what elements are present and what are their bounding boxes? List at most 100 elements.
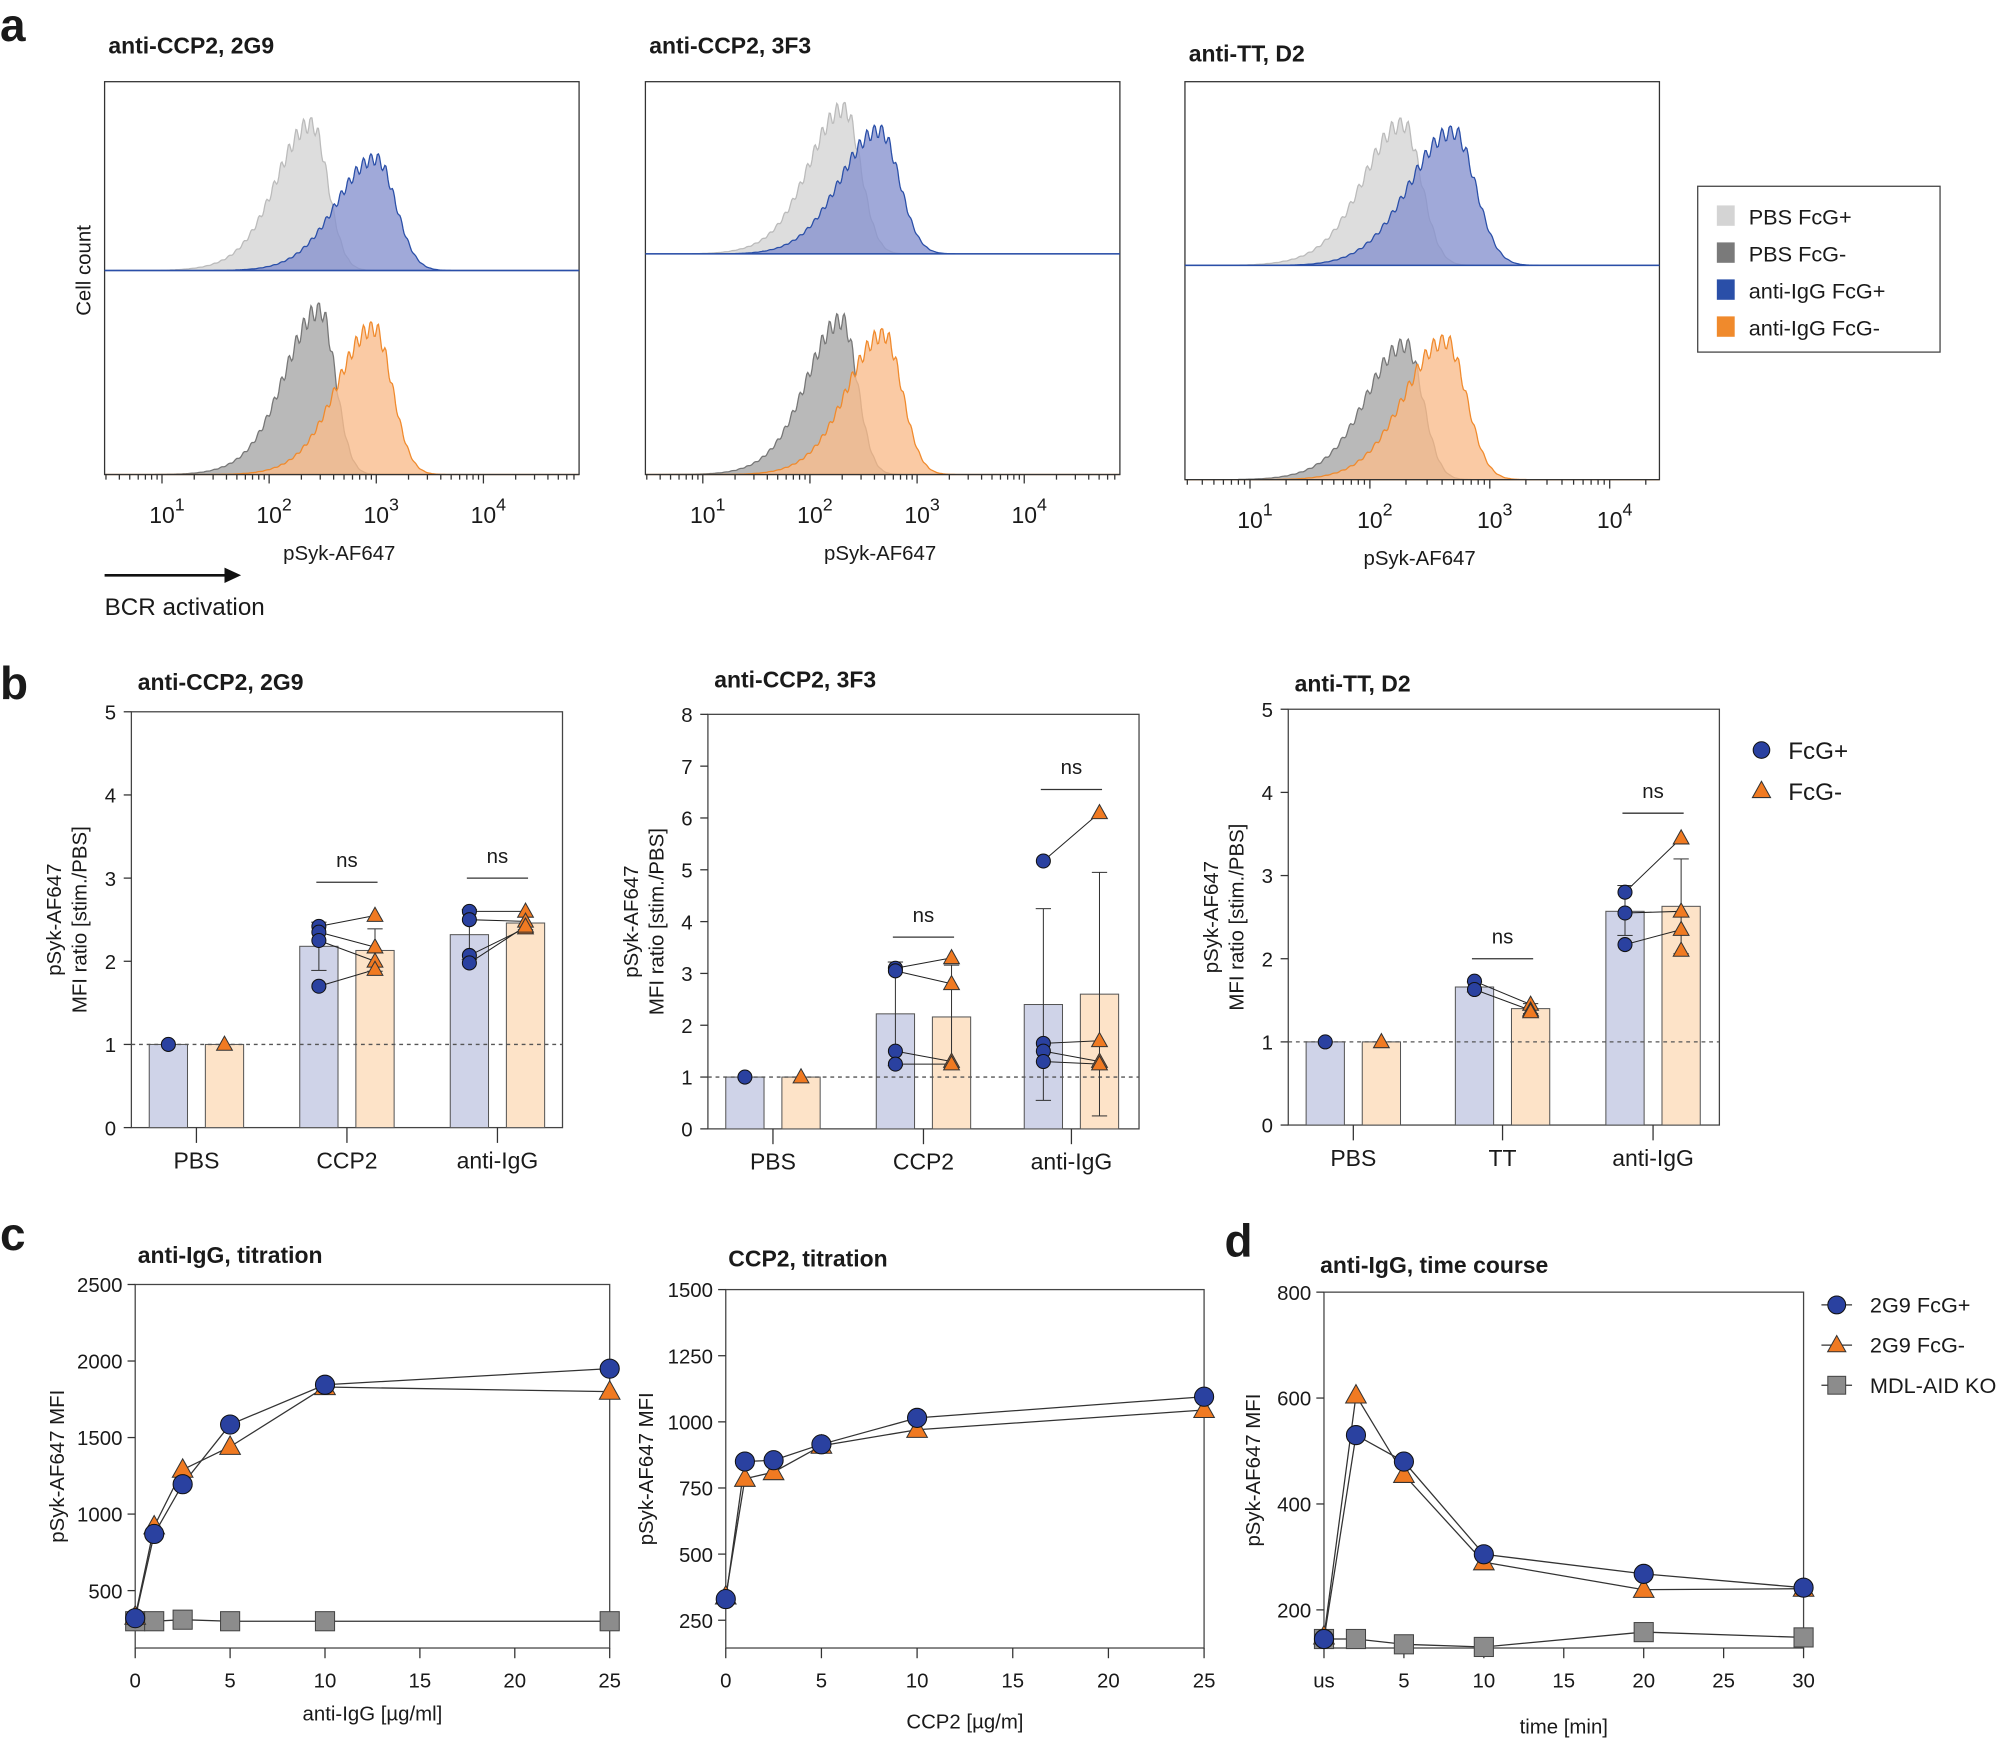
pair-line — [1043, 1050, 1100, 1063]
marker-square — [1345, 1628, 1367, 1650]
x-tick-label: 5 — [1398, 1671, 1409, 1693]
y-tick-label: 1500 — [77, 1428, 122, 1450]
y-tick-label: 4 — [105, 786, 116, 808]
bar-chart-title: anti-TT, D2 — [1295, 670, 1411, 696]
pair-line — [469, 925, 526, 964]
y-tick-label: 400 — [1277, 1495, 1311, 1517]
legend-label: PBS FcG- — [1749, 242, 1847, 267]
x-tick-label: 10 — [314, 1671, 337, 1693]
x-tick-label: 15 — [1552, 1671, 1575, 1693]
x-tick-label: us — [1313, 1671, 1335, 1693]
x-tick-label: anti-IgG — [1612, 1145, 1694, 1171]
y-tick-label: 500 — [88, 1581, 122, 1603]
x-tick-label: 15 — [409, 1671, 432, 1693]
pair-line — [1043, 1061, 1100, 1065]
legend-label: 2G9 FcG- — [1870, 1333, 1965, 1358]
marker-triangle — [942, 974, 961, 991]
x-axis-label: pSyk-AF647 — [283, 543, 395, 565]
y-tick-label: 3 — [105, 869, 116, 891]
y-tick-label: 800 — [1277, 1283, 1311, 1305]
y-tick-label: 1000 — [668, 1413, 713, 1435]
histogram-anti-igg-fcg-pos — [645, 124, 1120, 255]
legend-frame — [1697, 185, 1941, 353]
marker-triangle — [1672, 901, 1690, 918]
marker-circle — [1466, 981, 1483, 998]
x-tick-label: anti-IgG — [1031, 1149, 1113, 1175]
marker-triangle — [1672, 920, 1690, 936]
x-tick-label: CCP2 — [893, 1149, 954, 1175]
cell-count-label: Cell count — [74, 225, 96, 316]
bar-fcgneg — [1361, 1041, 1402, 1126]
marker-triangle — [598, 1379, 621, 1400]
marker-triangle — [733, 1466, 757, 1487]
marker-triangle — [942, 1054, 961, 1071]
bar-fcgneg — [781, 1076, 821, 1130]
marker-triangle — [905, 1417, 929, 1438]
tick-label: 103 — [1477, 499, 1513, 533]
marker-square — [1473, 1636, 1494, 1658]
marker-triangle — [942, 948, 961, 965]
marker-circle — [125, 1608, 146, 1629]
bar-fcgpos — [725, 1076, 765, 1130]
marker-circle — [1793, 1577, 1814, 1598]
y-tick-label: 2500 — [77, 1275, 122, 1297]
tick-label: 104 — [1011, 494, 1047, 528]
marker-circle — [907, 1407, 928, 1428]
y-tick-label: 4 — [681, 912, 692, 934]
x-tick-label: anti-IgG — [457, 1147, 539, 1173]
y-axis-label: pSyk-AF647 MFI — [636, 1392, 658, 1545]
y-axis-label-line1: pSyk-AF647 — [1201, 861, 1223, 973]
y-tick-label: 600 — [1277, 1389, 1311, 1411]
histogram-legend: PBS FcG+ PBS FcG-anti-IgG FcG+ anti-IgG Fc… — [1697, 185, 1941, 353]
panel-letter-c: c — [0, 1208, 26, 1260]
x-tick-label: TT — [1489, 1145, 1517, 1171]
plot-frame — [130, 711, 564, 1129]
marker-square — [1393, 1634, 1414, 1655]
bar-fcgpos — [1305, 1041, 1345, 1126]
marker-square — [144, 1611, 165, 1632]
y-tick-label: 1500 — [668, 1280, 713, 1302]
marker-triangle — [366, 906, 384, 922]
x-axis-label: CCP2 [µg/m] — [906, 1711, 1023, 1733]
histogram-anti-igg-fcg-neg — [104, 320, 580, 476]
y-axis-label-line2: MFI ratio [stim./PBS] — [70, 826, 92, 1013]
marker-circle — [1617, 884, 1633, 900]
x-tick-label: 10 — [906, 1671, 929, 1693]
marker-circle — [1035, 853, 1051, 869]
marker-circle — [172, 1474, 193, 1495]
y-tick-label: 200 — [1277, 1601, 1311, 1623]
marker-triangle — [215, 1035, 234, 1051]
x-tick-label: 30 — [1792, 1671, 1815, 1693]
plot-frame — [1323, 1291, 1805, 1649]
significance-label: ns — [487, 846, 509, 868]
y-tick-label: 4 — [1262, 783, 1273, 805]
tick-label: 104 — [1597, 499, 1633, 533]
marker-circle — [887, 1043, 903, 1059]
x-tick-label: 10 — [1472, 1671, 1495, 1693]
y-tick-label: 2 — [1262, 949, 1273, 971]
marker-circle — [887, 963, 903, 979]
tick-label: 104 — [471, 494, 507, 528]
marker-circle — [1393, 1451, 1414, 1472]
tick-label: 101 — [149, 494, 185, 528]
marker-circle — [1633, 1563, 1654, 1584]
pair-line — [1624, 837, 1682, 893]
bar-fcgpos — [1454, 986, 1495, 1126]
line-chart-title: anti-IgG, titration — [138, 1242, 323, 1268]
marker-triangle — [1751, 780, 1772, 799]
marker-triangle — [366, 960, 384, 976]
pair-line — [318, 969, 376, 987]
marker-circle — [1617, 905, 1633, 921]
marker-square — [1793, 1627, 1814, 1648]
y-tick-label: 5 — [681, 860, 692, 882]
marker-triangle — [218, 1434, 242, 1455]
marker-circle — [1194, 1386, 1215, 1407]
bar-fcgneg — [505, 922, 546, 1129]
y-tick-label: 3 — [1262, 866, 1273, 888]
marker-square — [314, 1611, 336, 1632]
pair-line — [318, 931, 376, 948]
marker-circle — [1827, 1295, 1847, 1315]
bar-fcgneg — [355, 949, 395, 1129]
